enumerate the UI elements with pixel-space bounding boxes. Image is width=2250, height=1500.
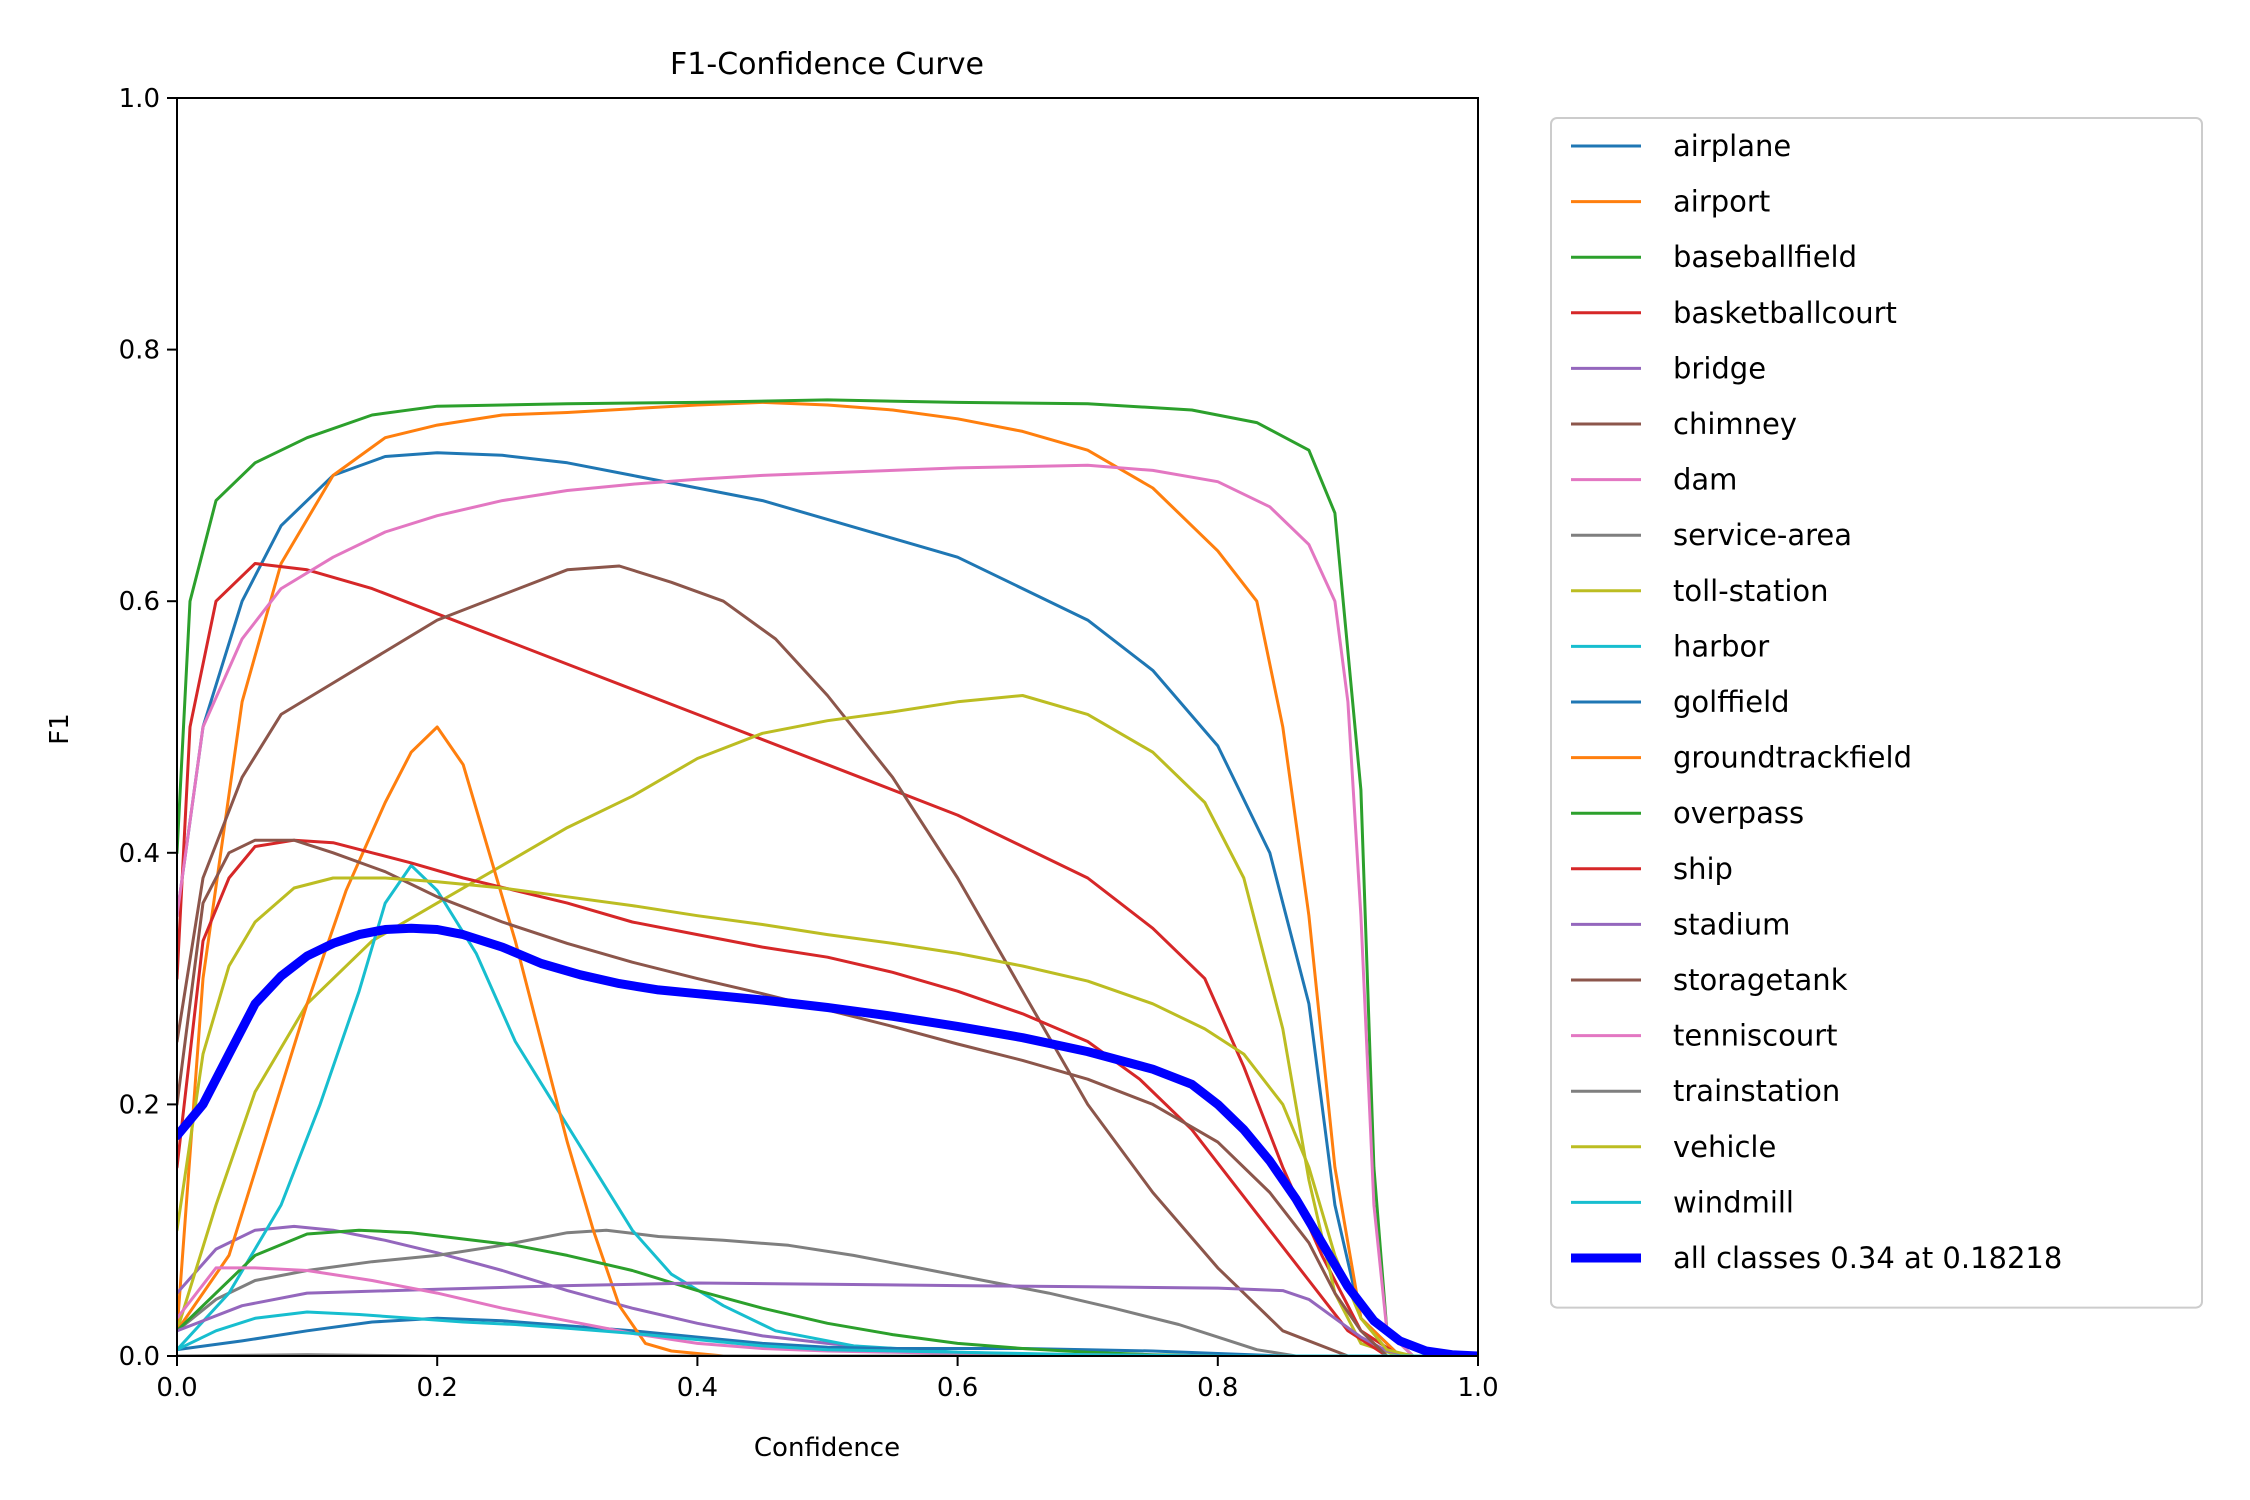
- legend-label: windmill: [1673, 1185, 1794, 1219]
- legend-label: bridge: [1673, 351, 1766, 385]
- legend-label: baseballfield: [1673, 240, 1857, 274]
- y-tick-label: 0.8: [119, 336, 160, 366]
- axes-layer: 0.0 0.2 0.4 0.6 0.8 1.0 0.0 0.2 0.4 0.6 0.8 1.0: [119, 84, 1499, 1403]
- y-tick-label: 0.4: [119, 839, 160, 869]
- series-line-stadium: [177, 1281, 1415, 1356]
- series-line-baseballfield: [177, 398, 1415, 1356]
- y-tick-label: 0.0: [119, 1342, 160, 1372]
- series-line-golffield: [177, 1316, 1478, 1356]
- x-tick-label: 0.8: [1197, 1373, 1238, 1403]
- series-line-overpass: [177, 1228, 1478, 1356]
- legend-label: trainstation: [1673, 1074, 1840, 1108]
- x-axis-label: Confidence: [754, 1433, 900, 1463]
- legend: airplane airport baseballfield basketballco…: [1550, 117, 2203, 1309]
- series-line-vehicle: [177, 876, 1415, 1356]
- legend-label: overpass: [1673, 796, 1804, 830]
- legend-label: dam: [1673, 463, 1737, 497]
- legend-label: groundtrackfield: [1673, 741, 1912, 775]
- legend-label: stadium: [1673, 907, 1790, 941]
- series-line-storagetank: [177, 838, 1389, 1356]
- series-line-ship: [177, 838, 1389, 1356]
- series-line-airport: [177, 400, 1402, 1356]
- series-line-all-classes-0.34-at-0.18218: [177, 923, 1478, 1356]
- x-tick-label: 1.0: [1457, 1373, 1498, 1403]
- y-tick-label: 0.6: [119, 587, 160, 617]
- series-line-basketballcourt: [177, 562, 1402, 1356]
- series-line-toll-station: [177, 694, 1402, 1356]
- x-tick-label: 0.2: [417, 1373, 458, 1403]
- legend-label: airplane: [1673, 129, 1791, 163]
- plot-frame: [176, 97, 1479, 1357]
- chart-title: F1-Confidence Curve: [670, 47, 984, 82]
- legend-label: chimney: [1673, 407, 1797, 441]
- y-tick-label: 0.2: [119, 1090, 160, 1120]
- legend-label: all classes 0.34 at 0.18218: [1673, 1241, 2062, 1275]
- series-line-harbor: [177, 863, 1478, 1356]
- legend-label: service-area: [1673, 518, 1852, 552]
- series-line-service-area: [177, 1228, 1478, 1356]
- series-line-dam: [177, 463, 1415, 1356]
- legend-label: ship: [1673, 852, 1733, 886]
- y-axis-label: F1: [45, 713, 75, 745]
- legend-label: airport: [1673, 185, 1770, 219]
- legend-box: [1550, 117, 2203, 1309]
- y-tick-label: 1.0: [119, 84, 160, 114]
- legend-label: golffield: [1673, 685, 1790, 719]
- x-tick-label: 0.0: [156, 1373, 197, 1403]
- legend-label: storagetank: [1673, 963, 1848, 997]
- series-line-chimney: [177, 564, 1350, 1356]
- series-line-airplane: [177, 451, 1402, 1356]
- legend-label: basketballcourt: [1673, 296, 1897, 330]
- x-tick-label: 0.6: [937, 1373, 978, 1403]
- series-line-windmill: [177, 1310, 1478, 1356]
- series-layer: [177, 398, 1478, 1356]
- series-line-groundtrackfield: [177, 725, 1478, 1356]
- legend-label: vehicle: [1673, 1130, 1776, 1164]
- legend-label: tenniscourt: [1673, 1019, 1838, 1053]
- legend-label: harbor: [1673, 629, 1769, 663]
- legend-label: toll-station: [1673, 574, 1829, 608]
- x-tick-label: 0.4: [677, 1373, 718, 1403]
